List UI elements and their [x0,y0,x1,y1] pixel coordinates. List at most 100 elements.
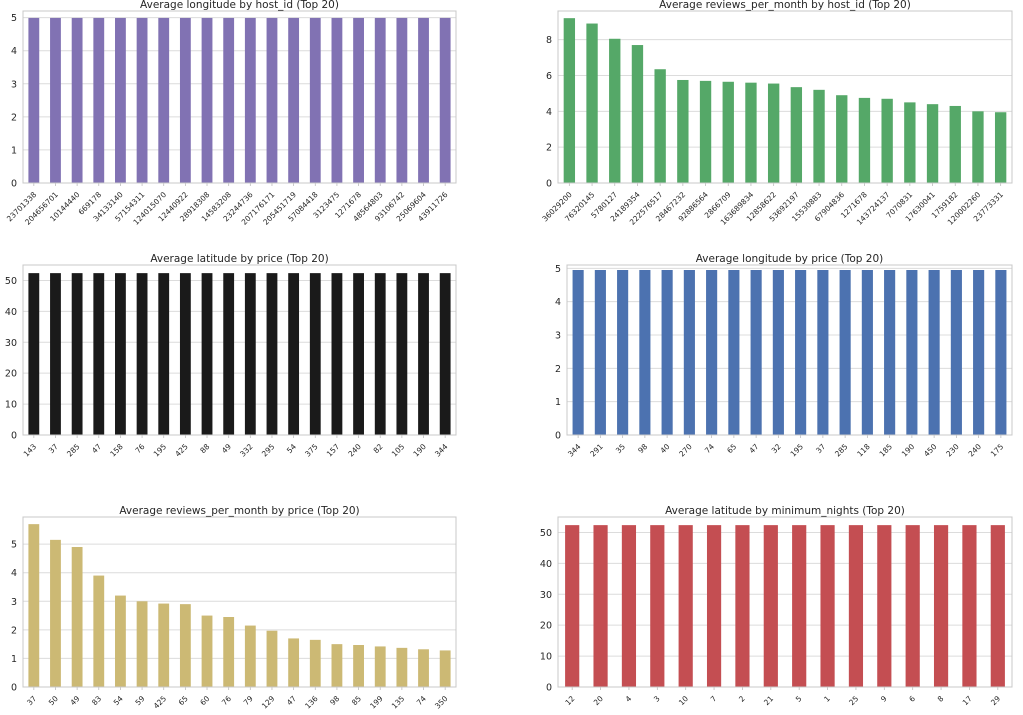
x-tick-label: 37 [25,694,38,707]
x-tick-label: 143 [22,442,39,459]
bar [678,525,693,687]
bar [706,270,718,435]
bar [136,273,148,435]
bar [926,104,939,183]
bar [71,547,83,687]
bar [750,270,762,435]
x-tick-label: 32 [770,442,783,455]
x-tick-label: 190 [411,442,428,459]
chart-panel-6: 0 10 20 30 40 50 12 20 4 3 10 7 2 21 5 1 25 9 6 8 17 29 Averag… [540,505,1013,707]
plot-area [558,11,1012,183]
bar [331,17,343,184]
bar [972,111,984,183]
y-tick-label: 20 [540,621,552,632]
bar [654,69,666,183]
bar [790,87,803,183]
bar [331,644,343,687]
x-tick-label: 21 [762,694,775,707]
bar [820,525,835,687]
bar [904,102,916,183]
bar [201,273,213,435]
bar [593,525,608,687]
bar [439,273,451,435]
bar [115,595,126,687]
y-tick-label: 3 [11,79,17,90]
bar [792,525,807,687]
bar [763,525,778,687]
x-tick-label: 195 [152,442,169,459]
bar [621,525,637,687]
x-tick-label: 54 [285,442,298,455]
x-tick-label: 6 [907,694,917,704]
bar [201,17,213,184]
x-tick-label: 291 [588,442,605,459]
bar [572,270,584,435]
bar [309,273,321,435]
y-tick-label: 0 [546,683,552,694]
plot-area [567,265,1012,435]
bar [994,112,1007,183]
x-tick-label: 85 [350,694,363,707]
bar [617,270,629,435]
plot-frame [22,264,457,436]
bar [93,575,105,687]
bar [962,525,977,687]
bar [722,81,734,183]
x-tick-label: 17 [961,694,974,707]
plot-area [23,517,456,687]
bar [877,525,892,687]
bar [990,525,1005,687]
bar [179,273,191,435]
chart-title: Average latitude by minimum_nights (Top … [665,505,905,517]
x-tick-label: 35 [614,442,627,455]
bar [50,539,61,687]
bar [244,17,256,184]
y-tick-label: 1 [11,654,17,665]
bar [677,79,689,183]
bar [223,617,235,687]
x-tick-label: 50 [47,694,60,707]
y-tick-label: 0 [11,179,17,190]
y-tick-label: 50 [540,528,552,539]
bar [201,615,213,687]
plot-area [23,11,456,183]
x-tick-label: 37 [814,442,827,455]
y-tick-label: 0 [555,431,561,442]
plot-area [23,265,456,435]
x-tick-label: 54 [112,694,125,707]
y-tick-label: 4 [11,46,17,57]
x-tick-label: 350 [433,694,450,711]
chart-title: Average reviews_per_month by price (Top … [119,505,359,517]
bar [50,273,61,435]
x-tick-label: 98 [328,694,341,707]
bar [266,273,278,435]
x-tick-label: 83 [90,694,103,707]
x-tick-label: 175 [989,442,1006,459]
bar [158,273,170,435]
y-tick-label: 3 [11,597,17,608]
x-tick-label: 375 [303,442,320,459]
x-tick-label: 185 [878,442,895,459]
bar [418,649,429,687]
y-tick-label: 8 [546,35,552,46]
y-tick-label: 2 [546,143,552,154]
y-tick-label: 1 [11,145,17,156]
bar [735,525,750,687]
y-tick-label: 6 [546,71,552,82]
bar [563,18,576,183]
x-tick-label: 8 [936,694,946,704]
bar [609,38,621,184]
plot-frame [557,10,1013,184]
bar [439,17,451,184]
y-tick-label: 4 [555,297,561,308]
bar [439,650,451,687]
bar [928,270,940,435]
bar [745,82,757,183]
chart-panel-5: 0 1 2 3 4 5 37 50 49 83 54 59 425 65 60 76 79 129 47 136 98 8… [11,505,457,711]
x-tick-label: 270 [677,442,694,459]
x-tick-label: 4 [624,694,634,704]
bar [418,273,429,435]
x-tick-label: 47 [90,442,103,455]
bar [728,270,740,435]
bar [650,525,665,687]
